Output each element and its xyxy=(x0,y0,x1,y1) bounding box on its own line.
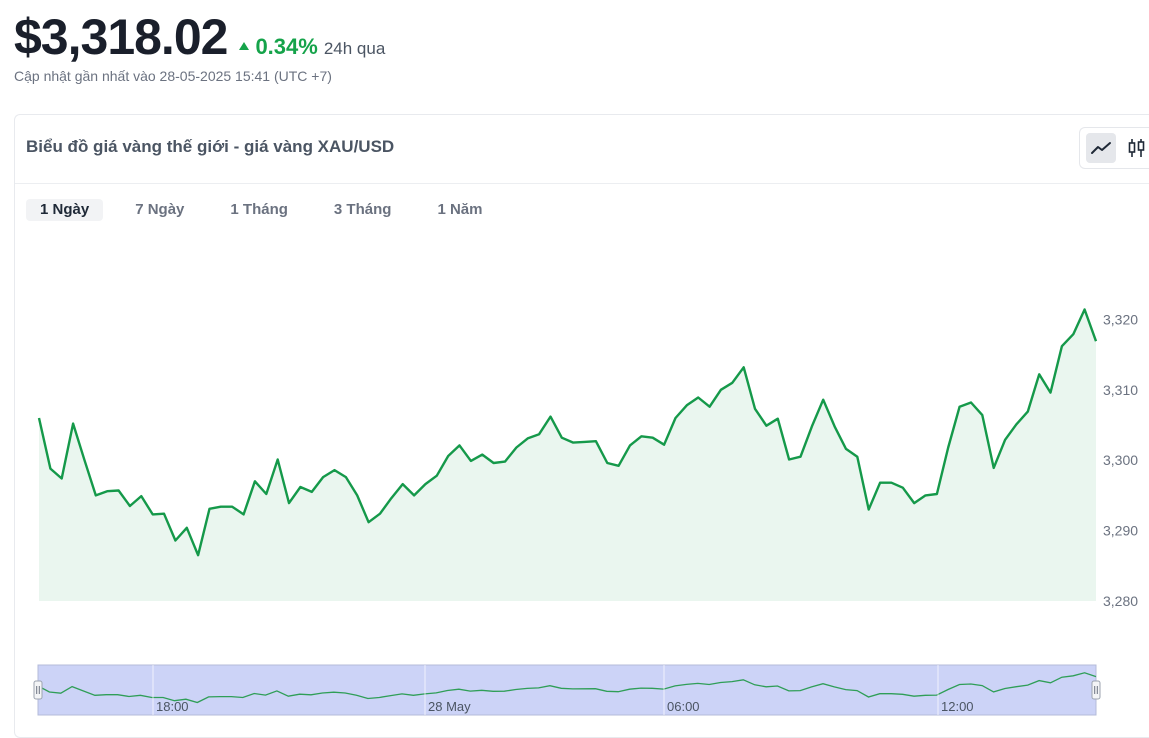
current-price: $3,318.02 xyxy=(14,9,228,65)
change-period: 24h qua xyxy=(323,39,386,58)
y-tick-label: 3,280 xyxy=(1103,593,1138,609)
price-area-fill xyxy=(39,309,1096,601)
y-tick-label: 3,310 xyxy=(1103,382,1138,398)
navigator-time-label: 28 May xyxy=(428,699,471,714)
tab-1-day[interactable]: 1 Ngày xyxy=(26,199,104,221)
card-divider xyxy=(15,183,1149,184)
tab-7-days[interactable]: 7 Ngày xyxy=(135,201,185,218)
navigator-right-handle[interactable] xyxy=(1091,680,1101,700)
navigator-left-handle[interactable] xyxy=(33,680,43,700)
navigator-series xyxy=(37,672,1097,704)
y-tick-label: 3,290 xyxy=(1103,523,1138,539)
tab-1-year[interactable]: 1 Năm xyxy=(437,201,483,218)
tab-3-months[interactable]: 3 Tháng xyxy=(333,201,392,218)
price-line xyxy=(37,308,1098,557)
last-updated: Cập nhật gần nhất vào 28-05-2025 15:41 (… xyxy=(14,68,332,84)
y-tick-label: 3,320 xyxy=(1103,311,1138,327)
chart-type-toggle xyxy=(1079,127,1149,169)
navigator-window xyxy=(37,664,1097,716)
y-tick-label: 3,300 xyxy=(1103,452,1138,468)
range-tabs: 1 Ngày 7 Ngày 1 Tháng 3 Tháng 1 Năm xyxy=(26,199,514,221)
navigator-time-label: 12:00 xyxy=(941,699,974,714)
candlestick-icon xyxy=(1128,139,1145,157)
price-change: 0.34% 24h qua xyxy=(239,34,385,60)
line-chart-button[interactable] xyxy=(1086,133,1116,163)
price-header: $3,318.02 0.34% 24h qua xyxy=(14,8,385,68)
navigator-time-label: 06:00 xyxy=(667,699,700,714)
change-percent: 0.34% xyxy=(255,34,318,59)
chart-title: Biểu đồ giá vàng thế giới - giá vàng XAU… xyxy=(26,137,395,156)
tab-1-month[interactable]: 1 Tháng xyxy=(230,201,288,218)
candlestick-button[interactable] xyxy=(1122,133,1149,163)
up-arrow-icon xyxy=(239,42,250,50)
line-chart-icon xyxy=(1091,142,1111,154)
navigator-time-label: 18:00 xyxy=(156,699,189,714)
